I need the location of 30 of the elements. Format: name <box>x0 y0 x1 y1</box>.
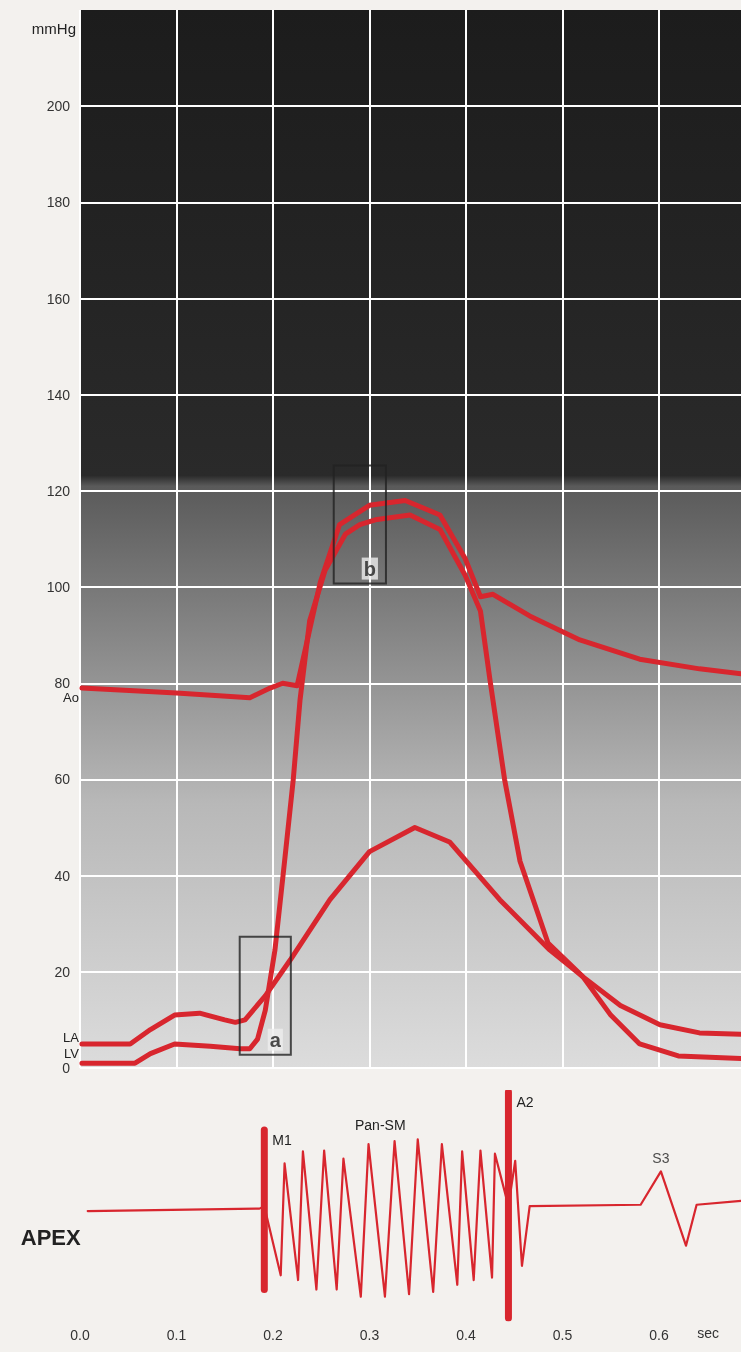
y-tick-label: 160 <box>46 290 71 307</box>
x-tick-label: 0.4 <box>456 1327 476 1343</box>
y-tick-label: 140 <box>46 386 71 403</box>
y-tick-label: 180 <box>46 194 71 211</box>
series-label: LV <box>63 1045 80 1061</box>
y-tick-label: 100 <box>46 579 71 596</box>
y-tick-label: 0 <box>62 1060 71 1076</box>
series-label: M1 <box>272 1131 292 1148</box>
annotation: b <box>363 557 376 580</box>
y-tick-label: 60 <box>54 771 71 788</box>
x-tick-label: 0.6 <box>649 1327 669 1343</box>
y-tick-label: 200 <box>46 98 71 115</box>
y-axis-title: mmHg <box>31 20 76 37</box>
y-tick-label: 40 <box>54 867 71 884</box>
y-tick-label: 120 <box>46 482 71 499</box>
x-tick-label: 0.5 <box>552 1327 573 1343</box>
series-label: APEX <box>20 1224 82 1250</box>
series-label: LA <box>63 1030 80 1046</box>
y-tick-label: 80 <box>54 675 71 692</box>
x-tick-label: 0.0 <box>70 1327 90 1343</box>
x-tick-label: 0.3 <box>359 1327 380 1343</box>
x-tick-label: 0.1 <box>166 1327 187 1343</box>
annotation: Pan-SM <box>355 1117 406 1133</box>
series-label: A2 <box>516 1094 534 1110</box>
annotation: a <box>269 1028 282 1051</box>
x-axis-title: sec <box>697 1325 719 1341</box>
y-tick-label: 20 <box>54 963 71 980</box>
x-tick-label: 0.2 <box>263 1327 283 1343</box>
annotation: S3 <box>652 1150 670 1167</box>
series-label: Ao <box>63 689 79 705</box>
